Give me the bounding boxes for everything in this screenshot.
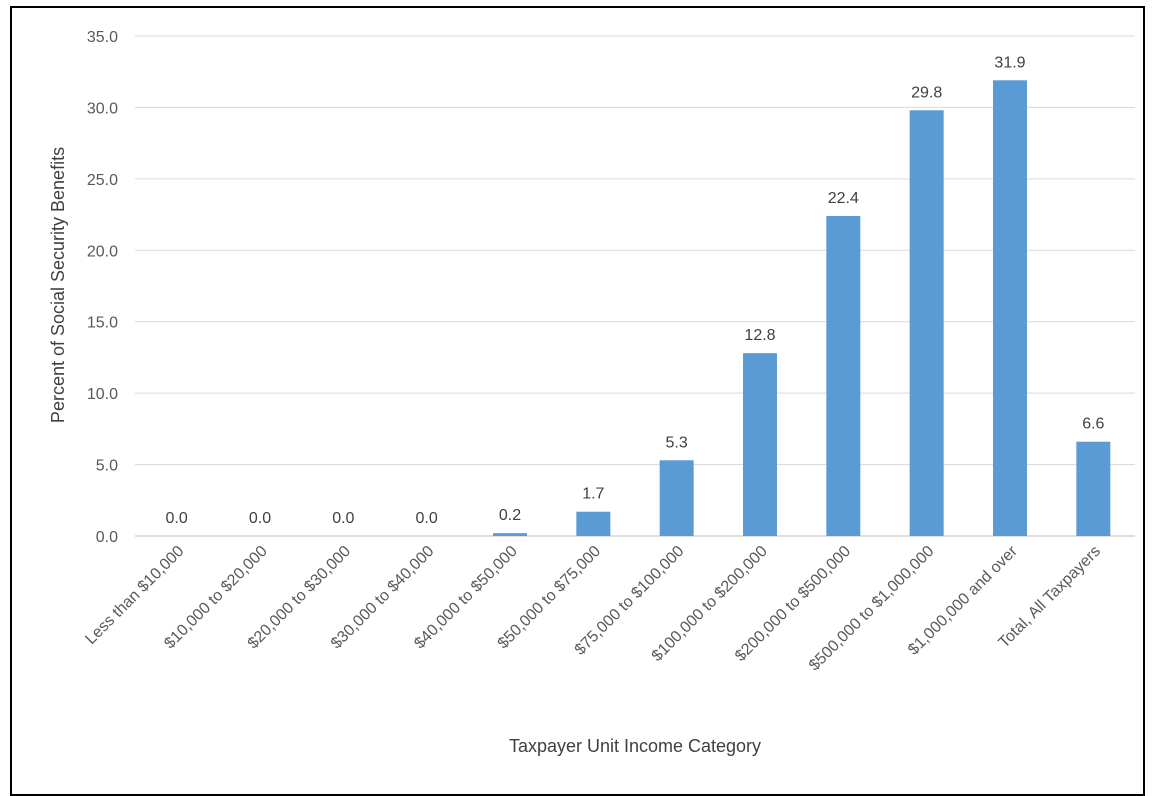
x-axis-ticks: Less than $10,000$10,000 to $20,000$20,0… [82, 542, 1104, 674]
x-axis-title: Taxpayer Unit Income Category [509, 736, 761, 756]
bar [993, 80, 1027, 537]
data-label: 5.3 [666, 434, 688, 451]
y-axis-title: Percent of Social Security Benefits [48, 147, 68, 423]
bar [909, 110, 944, 537]
data-label: 31.9 [994, 54, 1025, 71]
y-axis-ticks: 0.0 5.0 10.0 15.0 20.0 25.0 30.0 35.0 [87, 29, 118, 546]
data-label: 0.0 [332, 510, 354, 527]
data-label: 0.0 [249, 510, 271, 527]
y-tick-label: 10.0 [87, 386, 118, 403]
y-tick-label: 20.0 [87, 243, 118, 260]
data-label: 0.0 [166, 510, 188, 527]
data-label: 29.8 [911, 84, 942, 101]
data-label: 1.7 [582, 486, 604, 503]
bar [493, 533, 527, 536]
bars [493, 80, 1111, 537]
data-labels: 0.0 0.0 0.0 0.0 0.2 1.7 5.3 12.8 22.4 29.8 31.9 6.6 [166, 54, 1105, 527]
chart-frame [10, 6, 1145, 796]
data-label: 0.0 [416, 510, 438, 527]
y-tick-label: 35.0 [87, 29, 118, 46]
y-tick-label: 25.0 [87, 172, 118, 189]
data-label: 22.4 [828, 190, 859, 207]
y-tick-label: 30.0 [87, 100, 118, 117]
data-label: 12.8 [744, 327, 775, 344]
y-tick-label: 0.0 [96, 529, 118, 546]
gridlines [135, 35, 1135, 537]
bar [743, 353, 777, 536]
data-label: 0.2 [499, 507, 521, 524]
bar [659, 460, 694, 536]
bar [576, 511, 611, 536]
y-tick-label: 5.0 [96, 458, 118, 475]
bar [826, 216, 861, 536]
data-label: 6.6 [1082, 416, 1104, 433]
bar [1076, 441, 1111, 536]
y-tick-label: 15.0 [87, 315, 118, 332]
